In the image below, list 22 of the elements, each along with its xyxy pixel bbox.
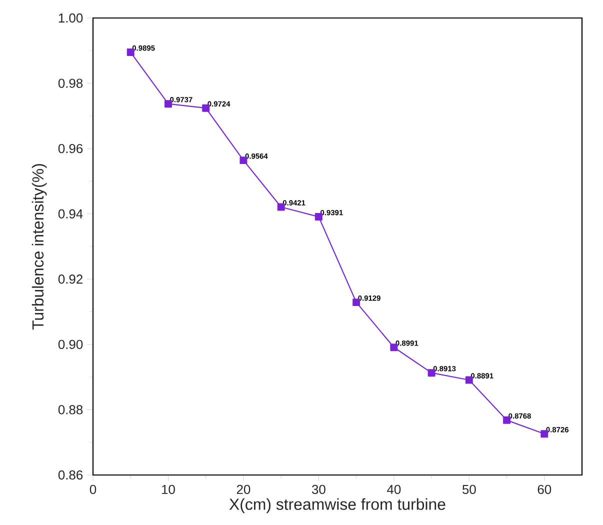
- y-tick-label: 0.86: [58, 470, 83, 480]
- y-tick-label: 0.96: [58, 144, 83, 154]
- point: [126, 48, 134, 56]
- x-tick-label: 50: [462, 484, 476, 494]
- point: [164, 100, 172, 108]
- y-tick-label: 0.98: [58, 78, 83, 88]
- x-tick-label: 10: [162, 484, 175, 494]
- y-tick-label: 0.90: [58, 340, 83, 350]
- x-tick-label: 30: [312, 484, 326, 494]
- y-tick-label: 0.92: [58, 274, 82, 284]
- x-tick-label: 40: [387, 484, 401, 494]
- x-axis-title: X(cm) streamwise from turbine: [229, 498, 446, 514]
- y-tick-label: 0.94: [58, 209, 83, 218]
- point: [314, 213, 322, 221]
- y-axis-title: Turbulence intensity(%): [32, 164, 47, 330]
- x-tick-label: 20: [236, 484, 250, 494]
- point: [277, 203, 285, 211]
- y-tick-label: 0.88: [58, 405, 83, 414]
- x-tick-label: 60: [538, 484, 552, 494]
- point: [465, 376, 473, 384]
- y-tick-label: 1.00: [58, 13, 83, 23]
- x-tick-label: 0: [90, 484, 96, 494]
